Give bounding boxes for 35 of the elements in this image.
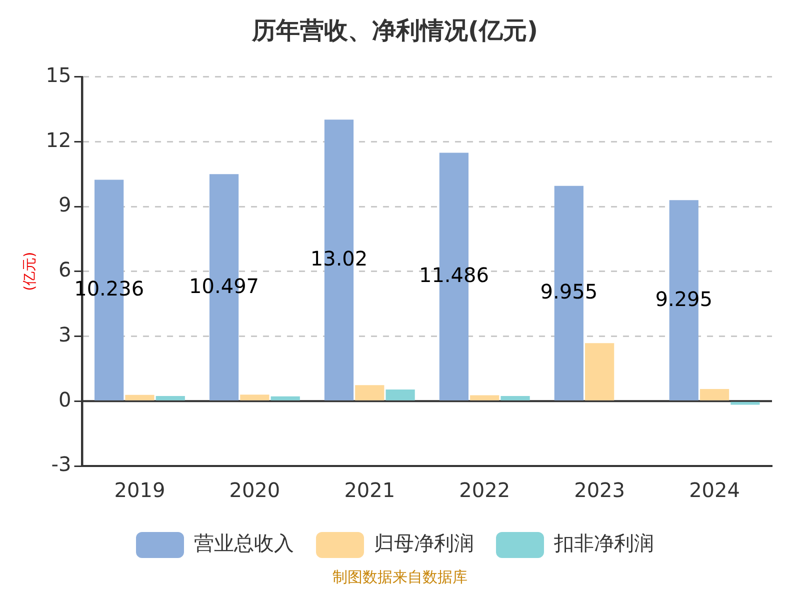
legend-label: 营业总收入 <box>194 531 294 556</box>
bar <box>386 389 415 400</box>
bar <box>470 395 500 400</box>
bar <box>125 394 154 400</box>
x-tick-label: 2021 <box>344 478 396 502</box>
x-tick-label: 2022 <box>459 478 510 502</box>
data-label: 9.295 <box>655 286 712 311</box>
data-label: 10.497 <box>189 274 260 298</box>
bar <box>585 343 614 400</box>
bar <box>730 402 760 405</box>
bar <box>355 385 384 400</box>
data-label: 11.486 <box>418 263 489 288</box>
chart-title: 历年营收、净利情况(亿元) <box>251 16 538 45</box>
y-tick-label: 6 <box>58 258 72 282</box>
y-tick-label: -3 <box>51 452 72 476</box>
text: 制图数据来自数据库 <box>332 568 468 587</box>
y-tick-label: 0 <box>58 387 72 412</box>
y-axis-title: (亿元) <box>22 252 38 291</box>
bar <box>156 396 185 400</box>
bar <box>500 396 530 400</box>
data-label: 9.955 <box>540 280 598 304</box>
x-tick-label: 2019 <box>114 478 166 502</box>
legend-label: 归母净利润 <box>374 531 474 556</box>
x-tick-label: 2020 <box>229 478 280 502</box>
bar <box>240 394 270 400</box>
x-tick-label: 2024 <box>689 478 740 502</box>
data-label: 13.02 <box>310 246 368 271</box>
bar <box>270 396 300 400</box>
legend-label: 扣非净利润 <box>553 531 654 556</box>
y-tick-label: 15 <box>46 63 72 88</box>
y-tick-label: 12 <box>46 128 72 152</box>
y-tick-label: 3 <box>58 322 72 346</box>
y-tick-label: 9 <box>58 192 72 217</box>
bar <box>700 389 730 400</box>
x-tick-label: 2023 <box>574 478 626 502</box>
